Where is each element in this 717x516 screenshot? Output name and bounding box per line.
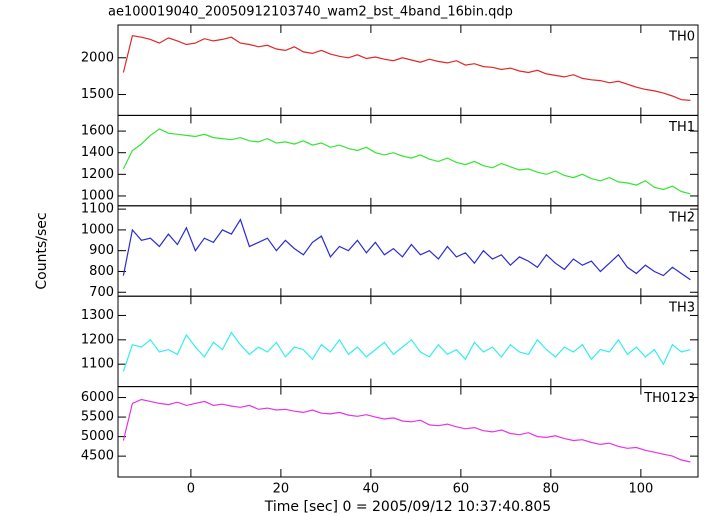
y-tick-label: 1200 — [81, 332, 114, 347]
panel-frame — [117, 386, 699, 478]
y-tick-label: 800 — [89, 264, 114, 279]
data-line — [122, 35, 691, 101]
y-tick-label: 2000 — [81, 50, 114, 65]
y-tick-label: 1600 — [81, 124, 114, 139]
x-tick-label: 80 — [543, 482, 560, 497]
data-line — [122, 128, 691, 195]
x-tick-label: 20 — [273, 482, 290, 497]
y-tick-label: 1300 — [81, 308, 114, 323]
y-tick-label: 1000 — [81, 188, 114, 203]
y-tick-label: 1400 — [81, 145, 114, 160]
y-tick-label: 4500 — [81, 449, 114, 464]
y-tick-label: 700 — [89, 285, 114, 300]
y-tick-label: 5000 — [81, 429, 114, 444]
y-axis-label: Counts/sec — [34, 212, 50, 289]
data-line — [122, 398, 691, 463]
y-tick-label: 1500 — [81, 87, 114, 102]
panel-label: TH0 — [668, 30, 695, 45]
y-tick-label: 5500 — [81, 410, 114, 425]
y-tick-label: 900 — [89, 243, 114, 258]
y-tick-label: 6000 — [81, 390, 114, 405]
y-tick-label: 1200 — [81, 167, 114, 182]
y-tick-label: 1100 — [81, 202, 114, 217]
x-tick-label: 100 — [628, 482, 653, 497]
x-tick-label: 40 — [363, 482, 380, 497]
y-tick-label: 1100 — [81, 357, 114, 372]
data-line — [122, 331, 691, 372]
panel-label: TH0123 — [643, 391, 695, 406]
data-line — [122, 218, 691, 281]
panel-label: TH1 — [668, 120, 695, 135]
x-tick-label: 60 — [453, 482, 470, 497]
panel-label: TH2 — [668, 210, 695, 225]
panel-label: TH3 — [668, 301, 695, 316]
x-axis-label: Time [sec] 0 = 2005/09/12 10:37:40.805 — [264, 499, 551, 515]
y-tick-label: 1000 — [81, 222, 114, 237]
chart-title: ae100019040_20050912103740_wam2_bst_4ban… — [108, 5, 513, 20]
x-tick-label: 0 — [187, 482, 195, 497]
